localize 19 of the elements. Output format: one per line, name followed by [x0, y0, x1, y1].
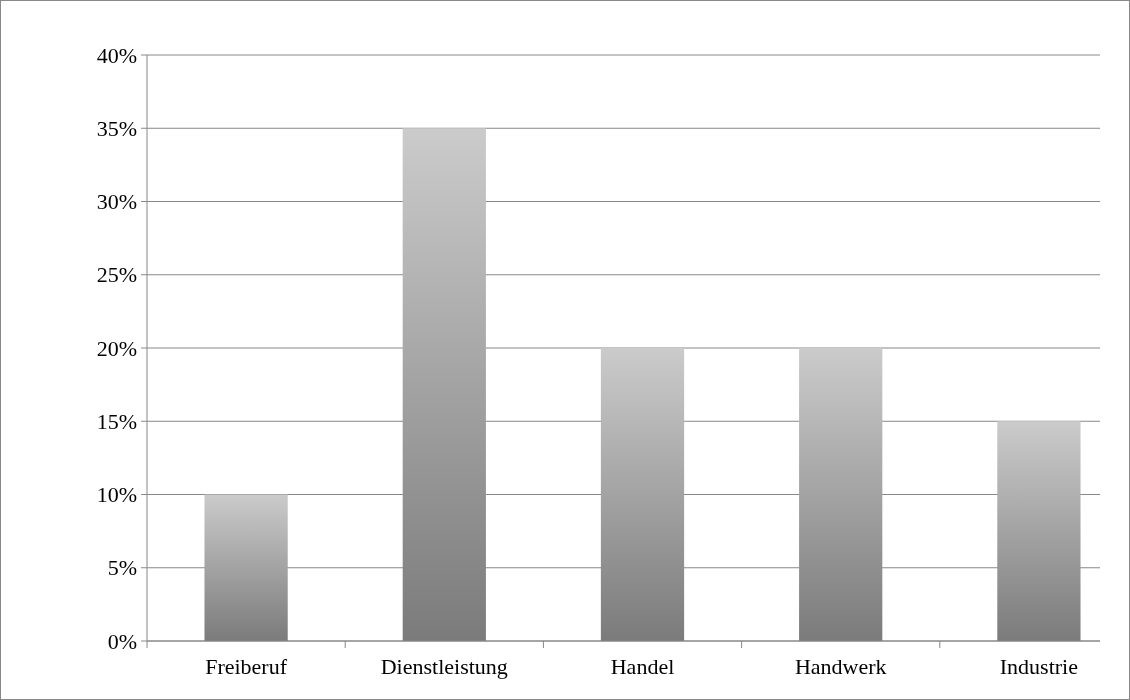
y-tick-label: 25% [96, 262, 137, 288]
y-tick-label: 15% [96, 408, 137, 434]
y-tick-label: 35% [96, 115, 137, 141]
x-tick-label: Freiberuf [205, 654, 288, 679]
bar [997, 421, 1081, 641]
bar [600, 348, 685, 641]
y-tick-label: 5% [107, 555, 137, 581]
y-tick-label: 10% [96, 482, 137, 508]
bar [402, 128, 486, 641]
x-tick-label: Dienstleistung [380, 654, 508, 679]
y-tick-label: 20% [96, 335, 137, 361]
y-tick-label: 40% [96, 42, 137, 68]
bar [799, 348, 883, 641]
x-tick-label: Industrie [999, 654, 1078, 679]
bar [204, 494, 288, 641]
y-tick-label: 30% [96, 189, 137, 215]
y-tick-label: 0% [107, 628, 137, 654]
x-tick-label: Handel [610, 654, 675, 679]
x-tick-label: Handwerk [794, 654, 887, 679]
